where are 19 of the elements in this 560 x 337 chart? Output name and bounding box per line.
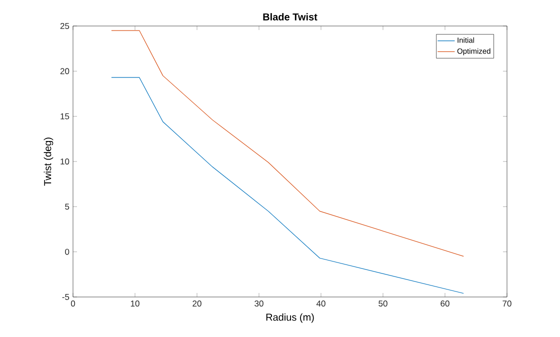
x-tick-label: 0 [70,300,76,307]
x-tick-label: 70 [502,300,512,307]
y-tick-label: 10 [60,158,70,164]
y-tick-label: 20 [60,68,70,74]
x-axis-title: Radius (m) [266,313,314,323]
chart-title: Blade Twist [263,13,318,20]
y-tick-label: 15 [60,113,70,120]
y-tick-label: 5 [65,204,70,210]
x-tick-label: 50 [378,300,388,307]
x-tick-label: 20 [192,300,202,307]
y-tick-label: -5 [62,294,70,300]
x-tick-label: 10 [130,300,140,307]
x-tick-label: 40 [316,300,326,307]
y-tick-label: 25 [60,22,70,29]
line-series [111,77,464,294]
x-tick-label: 60 [440,300,450,307]
y-tick-label: 0 [65,248,70,255]
y-axis-title: Twist (deg) [44,138,54,186]
x-tick-label: 30 [254,300,264,307]
